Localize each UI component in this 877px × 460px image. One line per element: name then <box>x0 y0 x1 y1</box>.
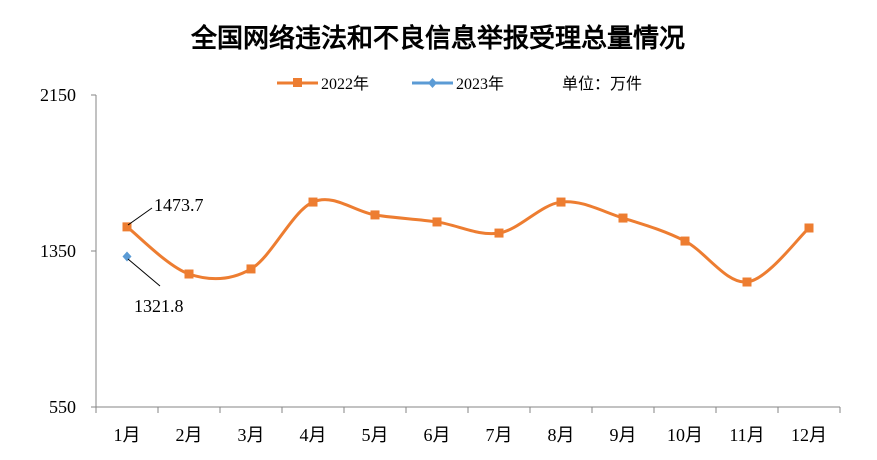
y-tick-label: 550 <box>49 397 76 417</box>
legend-marker-2022 <box>293 78 302 87</box>
x-tick-label: 5月 <box>362 425 389 445</box>
legend-marker-2023 <box>428 78 437 88</box>
annotation-2023-jan: 1321.8 <box>134 296 184 316</box>
x-tick-label: 2月 <box>176 425 203 445</box>
x-tick-label: 6月 <box>424 425 451 445</box>
data-point-2022 <box>556 197 566 207</box>
data-point-2022 <box>122 222 132 232</box>
x-tick-label: 12月 <box>791 425 827 445</box>
x-tick-label: 10月 <box>667 425 703 445</box>
annotations: 1473.7 1321.8 <box>127 195 204 316</box>
x-tick-label: 9月 <box>610 425 637 445</box>
y-tick-label: 1350 <box>40 241 76 261</box>
x-tick-label: 1月 <box>114 425 141 445</box>
x-tick-label: 4月 <box>300 425 327 445</box>
annotation-leader-2023 <box>127 258 161 287</box>
data-point-2022 <box>618 213 628 223</box>
chart-title: 全国网络违法和不良信息举报受理总量情况 <box>190 23 685 53</box>
data-point-2022 <box>308 197 318 207</box>
data-point-2022 <box>246 264 256 274</box>
unit-note: 单位：万件 <box>562 75 642 93</box>
legend: 2022年 2023年 单位：万件 <box>277 75 642 93</box>
data-point-2022 <box>432 217 442 227</box>
x-tick-label: 11月 <box>729 425 764 445</box>
data-point-2022 <box>804 223 814 233</box>
data-point-2022 <box>494 228 504 238</box>
legend-label-2023: 2023年 <box>456 75 504 93</box>
legend-label-2022: 2022年 <box>321 75 369 93</box>
x-tick-label: 7月 <box>486 425 513 445</box>
annotation-leader-2022 <box>127 207 153 226</box>
y-tick-label: 2150 <box>40 85 76 105</box>
annotation-2022-jan: 1473.7 <box>154 195 204 215</box>
x-tick-label: 8月 <box>548 425 575 445</box>
data-point-2022 <box>680 236 690 246</box>
data-point-2022 <box>184 269 194 279</box>
x-tick-label: 3月 <box>238 425 265 445</box>
series-line-2022 <box>126 198 811 284</box>
data-point-2022 <box>742 277 752 287</box>
data-point-2022 <box>370 210 380 220</box>
data-point-2023 <box>122 251 132 262</box>
